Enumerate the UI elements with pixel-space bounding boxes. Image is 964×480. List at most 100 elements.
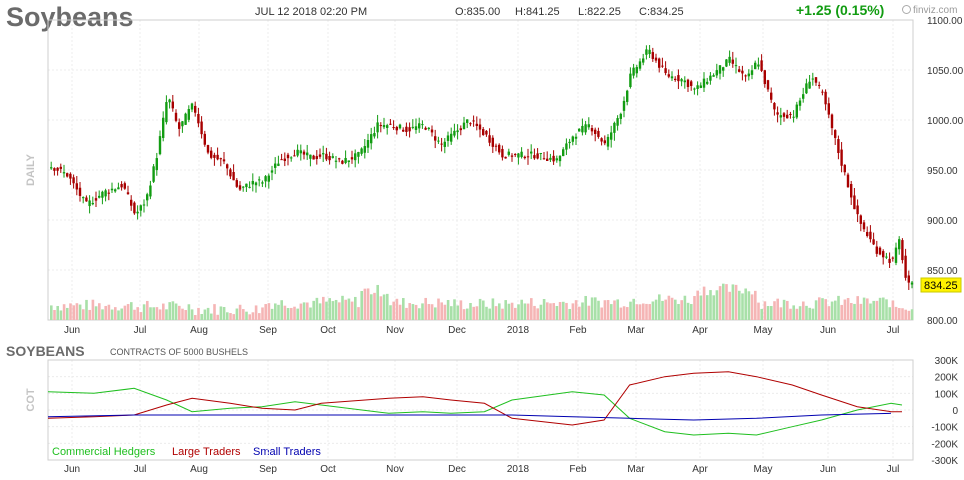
candle-body: [315, 156, 318, 160]
volume-bar: [498, 303, 501, 320]
volume-bar: [754, 290, 757, 320]
candle-body: [862, 222, 866, 230]
candle-body: [373, 133, 376, 137]
volume-bar: [805, 305, 808, 320]
candle-body: [242, 186, 245, 188]
last-price-tag-box: [920, 277, 962, 293]
volume-bar: [808, 307, 811, 320]
volume-bar: [539, 304, 543, 320]
volume-bar: [322, 296, 325, 320]
candle-body: [69, 173, 72, 179]
volume-bar: [264, 304, 267, 320]
volume-bar: [421, 303, 424, 320]
volume-bar: [110, 309, 114, 320]
volume-bar: [354, 296, 357, 320]
volume-bar: [853, 303, 856, 320]
candle-body: [379, 125, 382, 127]
candle-body: [258, 179, 261, 181]
candle-body: [840, 149, 843, 166]
candle-body: [856, 205, 859, 215]
volume-bar: [402, 298, 405, 320]
volume-bar: [526, 303, 530, 320]
candle-body: [578, 128, 581, 132]
candle-body: [254, 182, 258, 186]
volume-bar: [142, 304, 146, 320]
candle-body: [885, 256, 888, 258]
volume-bar: [763, 301, 767, 320]
cot-tick-label: -300K: [931, 456, 958, 467]
cot-month-label: Sep: [259, 464, 277, 475]
candle-body: [773, 103, 776, 110]
candle-body: [162, 117, 165, 138]
volume-bar: [629, 301, 632, 320]
candle-body: [830, 114, 834, 129]
candle-body: [462, 122, 466, 130]
price-grid: [47, 19, 914, 321]
volume-bar: [424, 297, 427, 320]
volume-bar: [366, 288, 370, 320]
candle-body: [478, 124, 482, 130]
volume-bar: [232, 314, 235, 320]
candle-body: [130, 199, 133, 206]
finviz-logo[interactable]: finviz.com: [902, 5, 957, 16]
volume-bar: [245, 311, 248, 320]
candle-body: [146, 194, 149, 201]
candle-body: [590, 127, 594, 132]
volume-bar: [238, 304, 242, 320]
volume-bar: [773, 301, 776, 320]
candle-body: [549, 157, 552, 160]
volume-bar: [56, 305, 59, 320]
volume-bar: [504, 300, 507, 320]
candle-body: [453, 130, 456, 136]
candle-body: [763, 70, 766, 85]
cot-month-label: Aug: [190, 464, 208, 475]
volume-bar: [667, 295, 671, 320]
candle-body: [693, 88, 696, 90]
candle-body: [363, 146, 366, 153]
candle-body: [738, 69, 741, 72]
volume-bar: [546, 302, 549, 320]
volume-bar: [430, 304, 434, 320]
volume-bar: [443, 304, 447, 320]
volume-bar: [280, 300, 283, 320]
volume-bar: [101, 309, 104, 320]
candle-body: [901, 240, 904, 261]
volume-bar: [226, 312, 229, 320]
candle-body: [606, 136, 610, 147]
volume-bar: [610, 304, 613, 320]
volume-bar: [107, 304, 111, 320]
volume-bar: [66, 307, 69, 320]
candle-body: [757, 64, 760, 67]
volume-bar: [136, 307, 139, 320]
volume-bar: [267, 303, 271, 320]
candle-body: [203, 133, 206, 145]
candle-body: [174, 112, 178, 121]
price-month-label: Mar: [627, 325, 645, 336]
volume-bar: [802, 301, 805, 320]
candle-body: [434, 136, 437, 141]
volume-bar: [306, 302, 309, 320]
candle-body: [107, 192, 110, 194]
volume-bar: [117, 310, 120, 320]
candle-body: [238, 185, 242, 190]
candle-body: [485, 130, 488, 135]
candle-body: [72, 177, 75, 184]
volume-bar: [549, 303, 552, 320]
price-tick-label: 800.00: [927, 316, 958, 327]
candle-body: [53, 168, 56, 171]
cot-month-label: Apr: [692, 464, 708, 475]
volume-bar: [462, 309, 466, 320]
volume-bar: [434, 307, 437, 320]
candle-body: [245, 183, 248, 188]
candle-body: [626, 90, 629, 102]
candle-body: [232, 172, 235, 181]
candle-body: [488, 135, 491, 143]
candle-body: [414, 126, 418, 130]
candle-body: [824, 91, 827, 105]
cot-tick-label: 0: [952, 406, 958, 417]
candle-body: [402, 129, 405, 132]
volume-bar: [642, 303, 645, 320]
volume-bar: [242, 309, 245, 320]
price-month-label: Oct: [320, 325, 336, 336]
volume-bar: [514, 307, 517, 320]
